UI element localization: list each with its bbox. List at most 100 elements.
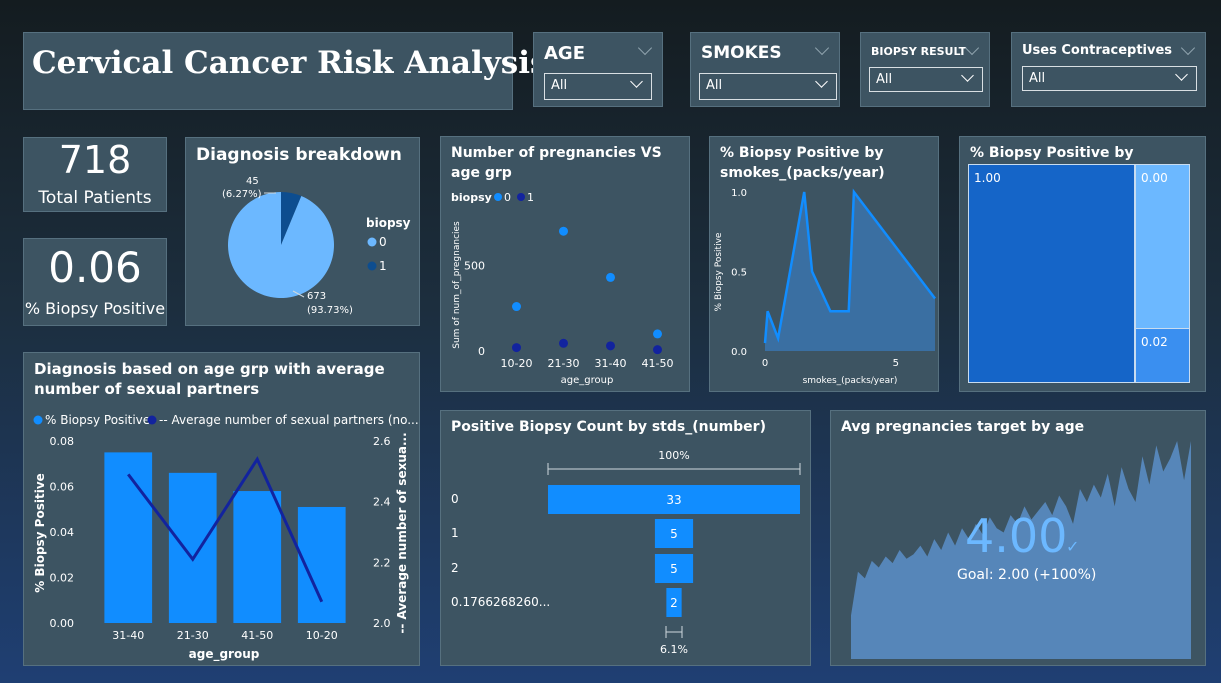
age-partners-visual[interactable]: Diagnosis based on age grp with average … (23, 352, 420, 666)
check-icon: ✓ (1066, 537, 1080, 556)
smokes-slicer[interactable]: SMOKES All (690, 32, 840, 107)
scatter-point[interactable] (606, 272, 615, 282)
scatter-point[interactable] (653, 345, 662, 355)
chevron-down-icon (815, 75, 828, 88)
treemap-label: 1.00 (974, 171, 1001, 185)
x-axis-label: age_group (561, 375, 614, 386)
y2-tick-label: 2.4 (373, 496, 391, 509)
biopsy-dropdown-value: All (876, 72, 893, 87)
legend-marker (367, 261, 377, 271)
funnel-value: 5 (670, 562, 678, 576)
pie-slice[interactable] (281, 192, 302, 245)
stds-hiv-visual[interactable]: % Biopsy Positive by stds_hiv 1.00 0.00 … (959, 136, 1206, 392)
x-axis-label: age_group (189, 647, 260, 662)
biopsy-positive-label: % Biopsy Positive (24, 299, 166, 318)
funnel-bar[interactable] (654, 519, 694, 548)
legend-title: biopsy (451, 191, 492, 204)
chevron-down-icon[interactable] (637, 40, 653, 56)
contraceptives-slicer[interactable]: Uses Contraceptives All (1011, 32, 1206, 107)
biopsy-dropdown[interactable]: All (869, 67, 983, 92)
scatter-point[interactable] (512, 302, 521, 312)
y2-axis-label: -- Average number of sexua... (395, 432, 409, 633)
legend-marker (367, 237, 377, 247)
age-dropdown[interactable]: All (544, 73, 652, 100)
pie-slice[interactable] (228, 192, 334, 298)
funnel-category: 2 (451, 561, 459, 575)
x-tick-label: 21-30 (548, 357, 580, 370)
pregnancies-title: Number of pregnancies VS age grp (451, 145, 662, 181)
legend-label: 1 (527, 191, 534, 204)
x-tick-label: 10-20 (501, 357, 533, 370)
stds-number-visual[interactable]: Positive Biopsy Count by stds_(number) 1… (440, 410, 811, 666)
age-slicer[interactable]: AGE All (533, 32, 663, 107)
trend-area (851, 441, 1191, 659)
diagnosis-breakdown-title: Diagnosis breakdown (196, 145, 402, 165)
x-tick-label: 5 (893, 358, 899, 369)
x-tick-label: 10-20 (306, 629, 338, 642)
chevron-down-icon[interactable] (814, 40, 830, 56)
legend-label: 1 (379, 259, 387, 273)
bar[interactable] (168, 472, 217, 623)
treemap-node[interactable]: 1.00 (968, 164, 1135, 383)
y2-tick-label: 2.0 (373, 617, 391, 630)
y-tick-label: 0.02 (50, 572, 75, 585)
smokes-dropdown-value: All (706, 78, 723, 93)
treemap-node[interactable]: 0.00 (1135, 164, 1190, 329)
funnel-bar[interactable] (666, 588, 682, 617)
smokes-title: % Biopsy Positive by smokes_(packs/year) (720, 145, 885, 181)
data-label: 45 (246, 176, 259, 187)
bar[interactable] (233, 491, 282, 623)
y2-tick-label: 2.6 (373, 435, 391, 448)
legend-marker (147, 415, 157, 425)
chevron-down-icon (630, 75, 643, 88)
smokes-dropdown[interactable]: All (699, 73, 837, 100)
target-goal: Goal: 2.00 (+100%) (957, 567, 1097, 583)
scatter-chart[interactable]: biopsy 0 1 0 500 10-20 21-30 31-40 41-50 age_grou… (441, 137, 689, 391)
funnel-value: 5 (670, 527, 678, 541)
funnel-category: 1 (451, 526, 459, 540)
funnel-chart[interactable]: 100% 33 0 5 1 5 2 2 0.1766268260... 6.1% (441, 411, 810, 665)
x-tick-label: 31-40 (112, 629, 144, 642)
scatter-point[interactable] (559, 226, 568, 236)
pie-chart[interactable]: 45 (6.27%) 673 (93.73%) biopsy 0 1 (186, 138, 419, 325)
title-card: Cervical Cancer Risk Analysis (23, 32, 547, 110)
chevron-down-icon[interactable] (1180, 40, 1196, 56)
scatter-point[interactable] (606, 341, 615, 351)
pregnancies-visual[interactable]: Number of pregnancies VS age grp biopsy 0… (440, 136, 690, 392)
diagnosis-breakdown-visual[interactable]: Diagnosis breakdown 45 (6.27%) 673 (93.73%)… (185, 137, 420, 326)
series-line (127, 456, 324, 603)
y-tick-label: 0 (478, 345, 485, 358)
chevron-down-icon (961, 69, 974, 82)
bar[interactable] (104, 452, 153, 623)
smokes-visual[interactable]: % Biopsy Positive by smokes_(packs/year)… (709, 136, 939, 392)
x-tick-label: 21-30 (177, 629, 209, 642)
scatter-point[interactable] (559, 338, 568, 348)
funnel-value: 2 (670, 596, 678, 610)
y-tick-label: 0.00 (50, 617, 75, 630)
x-axis-label: smokes_(packs/year) (803, 376, 898, 386)
legend-marker (517, 193, 525, 201)
smokes-slicer-title: SMOKES (701, 43, 782, 63)
chevron-down-icon (1175, 68, 1188, 81)
page-title: Cervical Cancer Risk Analysis (32, 45, 548, 81)
treemap-node[interactable]: 0.02 (1135, 328, 1190, 383)
contraceptives-dropdown[interactable]: All (1022, 66, 1197, 91)
chevron-down-icon[interactable] (964, 40, 980, 56)
scatter-point[interactable] (512, 343, 521, 353)
legend-label: 0 (379, 235, 387, 249)
funnel-bar[interactable] (654, 554, 694, 583)
preg-target-visual[interactable]: Avg pregnancies target by age 4.00 ✓ Goa… (830, 410, 1206, 666)
area-line (763, 188, 936, 344)
y-axis-label: % Biopsy Positive (33, 473, 47, 593)
contraceptives-dropdown-value: All (1029, 71, 1046, 86)
biopsy-slicer[interactable]: BIOPSY RESULT All (860, 32, 990, 107)
scatter-point[interactable] (653, 329, 662, 339)
funnel-bar[interactable] (548, 485, 800, 514)
target-area-chart[interactable] (831, 411, 1205, 665)
y-axis-label: % Biopsy Positive (714, 232, 724, 311)
age-slicer-title: AGE (544, 43, 586, 64)
y2-tick-label: 2.2 (373, 556, 391, 569)
x-tick-label: 31-40 (595, 357, 627, 370)
combo-chart[interactable]: % Biopsy Positive -- Average number of se… (24, 353, 419, 665)
